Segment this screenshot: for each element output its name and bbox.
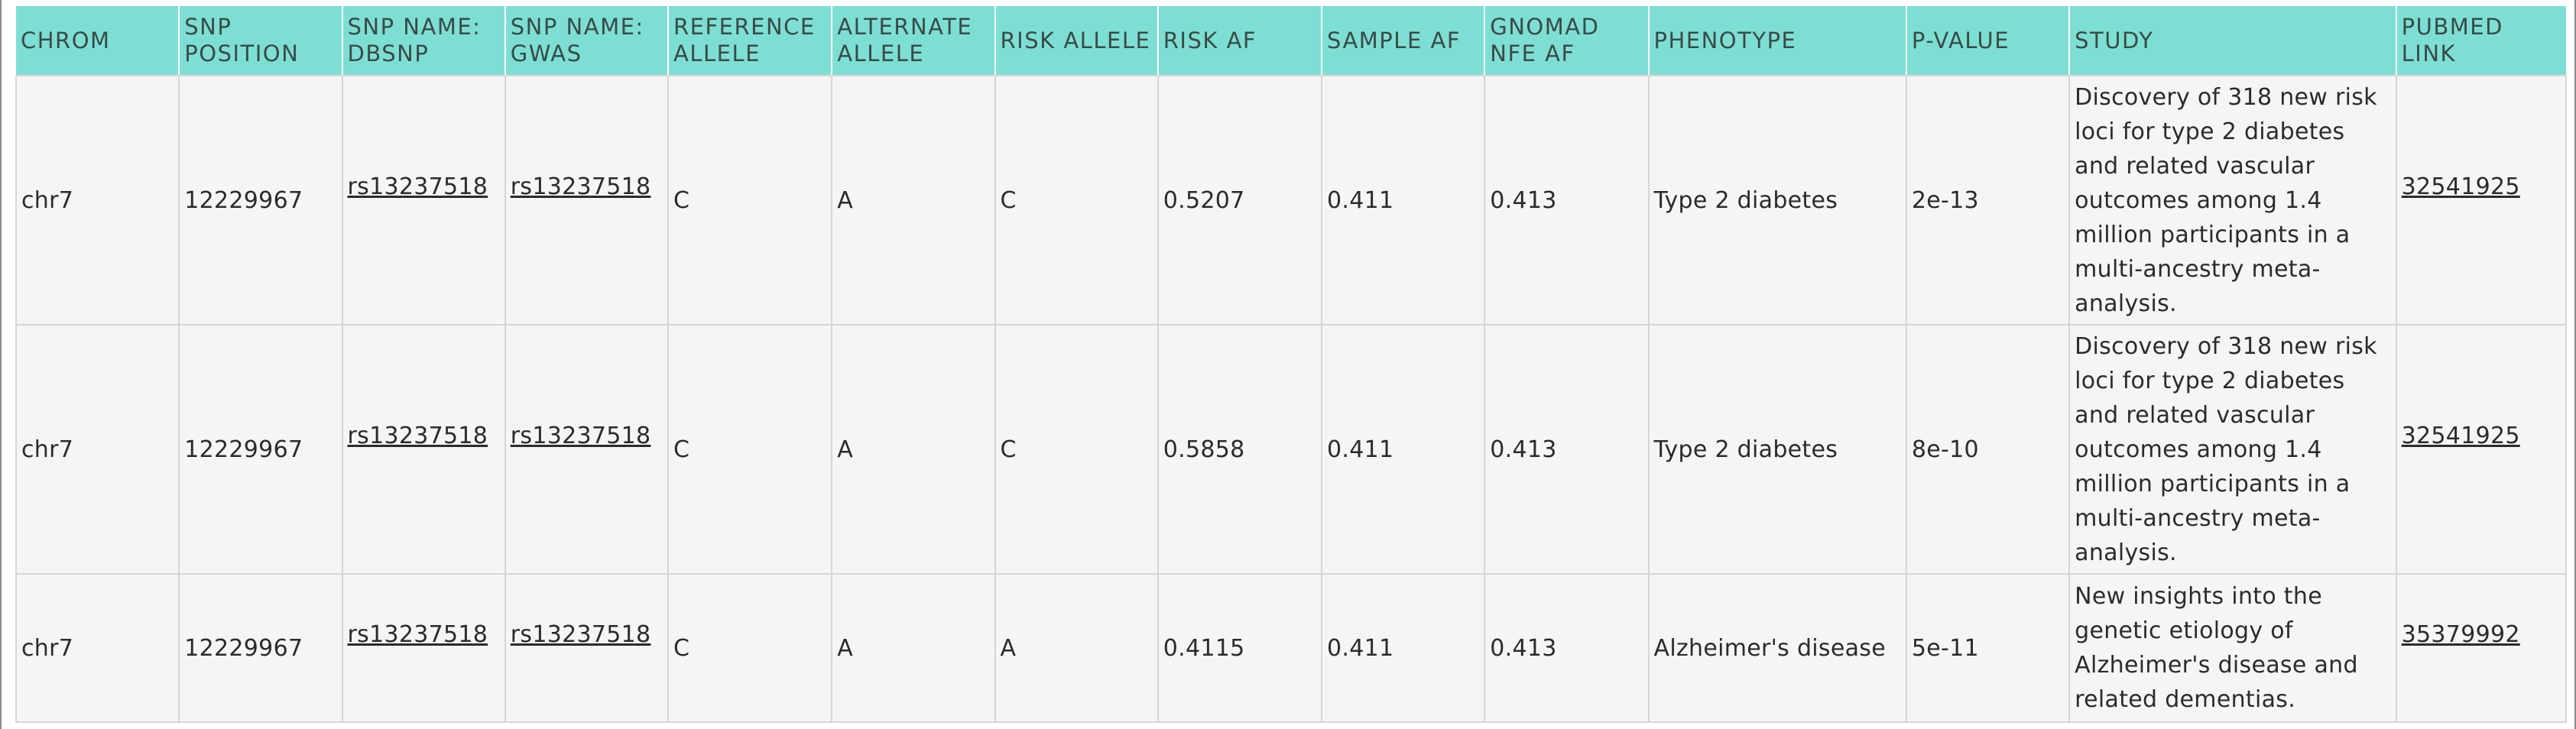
table-row: chr7 12229967 rs13237518 rs13237518 C A … xyxy=(15,75,2568,326)
dbsnp-link[interactable]: rs13237518 xyxy=(347,422,488,449)
cell-snp-position: 12229967 xyxy=(178,324,343,575)
cell-snp-position: 12229967 xyxy=(178,573,343,723)
cell-phenotype: Alzheimer's disease xyxy=(1647,573,1907,723)
header-risk-allele[interactable]: RISK ALLELE xyxy=(994,6,1159,76)
cell-sample-af: 0.411 xyxy=(1320,75,1486,326)
cell-risk-allele: A xyxy=(994,573,1159,723)
cell-snp-position: 12229967 xyxy=(178,75,343,326)
pubmed-link[interactable]: 32541925 xyxy=(2401,173,2520,200)
cell-gnomad-af: 0.413 xyxy=(1484,324,1650,575)
cell-alternate-allele: A xyxy=(831,324,996,575)
cell-reference-allele: C xyxy=(667,75,833,326)
cell-chrom: chr7 xyxy=(15,573,180,723)
header-pubmed-link[interactable]: PUBMED LINK xyxy=(2396,6,2566,76)
dbsnp-link[interactable]: rs13237518 xyxy=(347,620,488,648)
cell-dbsnp: rs13237518 xyxy=(341,573,506,723)
cell-reference-allele: C xyxy=(667,573,833,723)
header-gnomad-nfe-af[interactable]: GNOMAD NFE AF xyxy=(1484,6,1650,76)
cell-alternate-allele: A xyxy=(831,573,996,723)
header-chrom[interactable]: CHROM xyxy=(16,6,180,76)
cell-risk-af: 0.5858 xyxy=(1157,324,1323,575)
cell-chrom: chr7 xyxy=(15,324,180,575)
pubmed-link[interactable]: 35379992 xyxy=(2401,620,2520,648)
table-row: chr7 12229967 rs13237518 rs13237518 C A … xyxy=(15,324,2568,575)
cell-p-value: 2e-13 xyxy=(1905,75,2071,326)
header-snp-name-dbsnp[interactable]: SNP NAME: DBSNP xyxy=(342,6,506,76)
cell-reference-allele: C xyxy=(667,324,833,575)
gwas-snp-link[interactable]: rs13237518 xyxy=(510,620,651,648)
cell-gwas-snp: rs13237518 xyxy=(504,573,670,723)
header-snp-position[interactable]: SNP POSITION xyxy=(179,6,343,76)
pubmed-link[interactable]: 32541925 xyxy=(2401,422,2520,449)
cell-risk-af: 0.5207 xyxy=(1157,75,1323,326)
header-p-value[interactable]: P-VALUE xyxy=(1906,6,2071,76)
cell-p-value: 8e-10 xyxy=(1905,324,2071,575)
cell-study: Discovery of 318 new risk loci for type … xyxy=(2068,324,2397,575)
cell-risk-af: 0.4115 xyxy=(1157,573,1323,723)
header-reference-allele[interactable]: REFERENCE ALLELE xyxy=(668,6,833,76)
gwas-snp-link[interactable]: rs13237518 xyxy=(510,422,651,449)
cell-dbsnp: rs13237518 xyxy=(341,75,506,326)
cell-gnomad-af: 0.413 xyxy=(1484,573,1650,723)
header-phenotype[interactable]: PHENOTYPE xyxy=(1648,6,1907,76)
cell-sample-af: 0.411 xyxy=(1320,573,1486,723)
cell-risk-allele: C xyxy=(994,324,1159,575)
cell-pubmed: 32541925 xyxy=(2395,75,2568,326)
dbsnp-link[interactable]: rs13237518 xyxy=(347,173,488,200)
cell-risk-allele: C xyxy=(994,75,1159,326)
cell-gwas-snp: rs13237518 xyxy=(504,324,670,575)
header-alternate-allele[interactable]: ALTERNATE ALLELE xyxy=(832,6,996,76)
header-study[interactable]: STUDY xyxy=(2069,6,2397,76)
cell-gnomad-af: 0.413 xyxy=(1484,75,1650,326)
header-snp-name-gwas[interactable]: SNP NAME: GWAS xyxy=(504,6,670,76)
cell-chrom: chr7 xyxy=(15,75,180,326)
cell-phenotype: Type 2 diabetes xyxy=(1647,324,1907,575)
cell-pubmed: 32541925 xyxy=(2395,324,2568,575)
cell-pubmed: 35379992 xyxy=(2395,573,2568,723)
header-sample-af[interactable]: SAMPLE AF xyxy=(1322,6,1486,76)
cell-study: Discovery of 318 new risk loci for type … xyxy=(2068,75,2397,326)
table-header-row: CHROM SNP POSITION SNP NAME: DBSNP SNP N… xyxy=(16,6,2566,76)
cell-dbsnp: rs13237518 xyxy=(341,324,506,575)
cell-phenotype: Type 2 diabetes xyxy=(1647,75,1907,326)
cell-gwas-snp: rs13237518 xyxy=(504,75,670,326)
gwas-snp-link[interactable]: rs13237518 xyxy=(510,173,651,200)
table-row: chr7 12229967 rs13237518 rs13237518 C A … xyxy=(15,573,2568,723)
cell-study: New insights into the genetic etiology o… xyxy=(2068,573,2397,723)
header-risk-af[interactable]: RISK AF xyxy=(1157,6,1323,76)
cell-sample-af: 0.411 xyxy=(1320,324,1486,575)
gwas-associations-table: CHROM SNP POSITION SNP NAME: DBSNP SNP N… xyxy=(15,6,2568,723)
cell-p-value: 5e-11 xyxy=(1905,573,2071,723)
cell-alternate-allele: A xyxy=(831,75,996,326)
